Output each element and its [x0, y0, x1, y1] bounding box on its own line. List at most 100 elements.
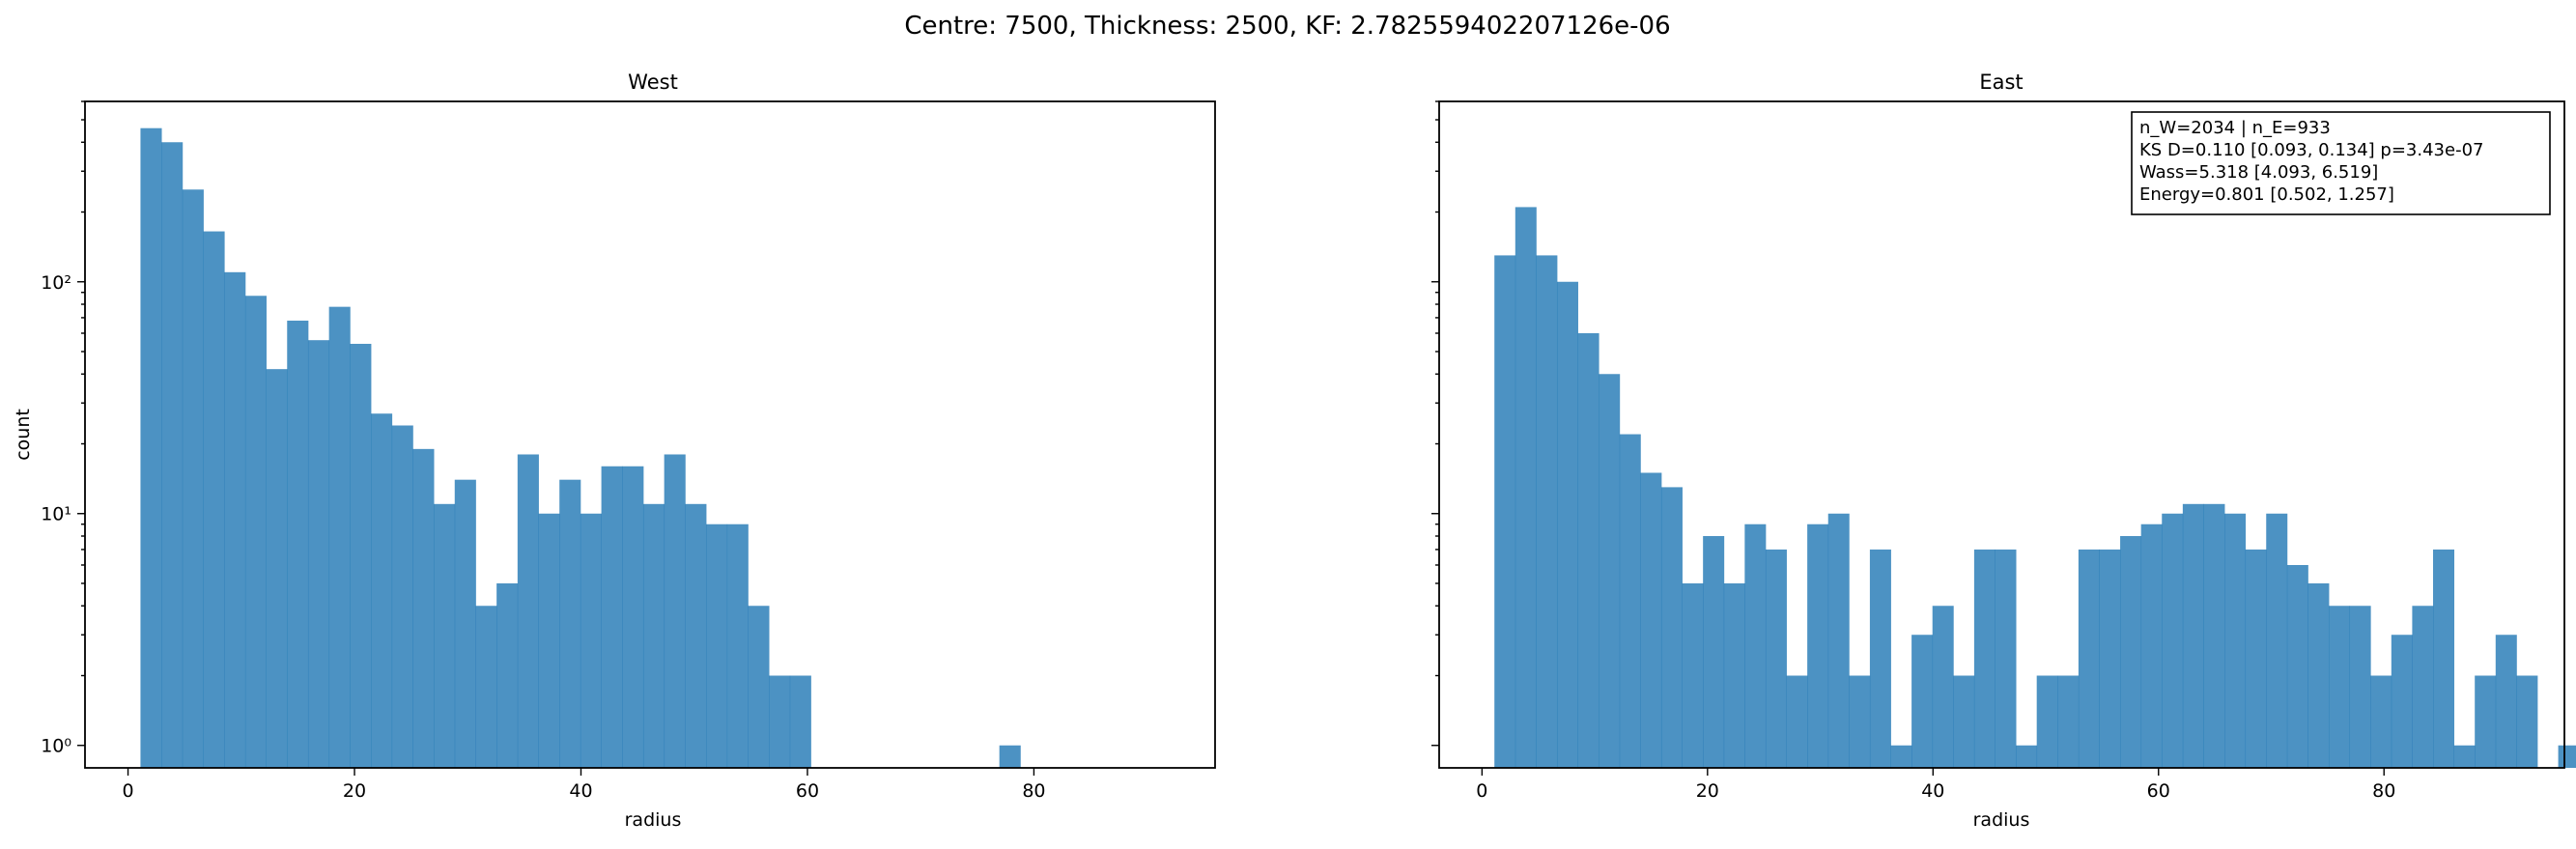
east-bar — [1514, 207, 1537, 769]
west-bar — [496, 582, 519, 768]
east-bar — [2182, 503, 2204, 768]
east-bar — [1973, 549, 1996, 768]
east-x-tick-label: 60 — [2147, 780, 2170, 802]
west-bar — [454, 479, 476, 768]
east-histogram-panel: East 0 20 40 60 80 radius n_W=2034 | n_E=933… — [1431, 71, 2576, 831]
east-bar — [1723, 582, 1745, 768]
east-bar — [2495, 635, 2517, 768]
west-bar — [371, 413, 393, 768]
east-bar — [1640, 472, 1662, 768]
east-bar — [1953, 675, 1975, 768]
west-y-tick-label: 10⁰ — [41, 736, 71, 757]
west-bar — [287, 320, 309, 768]
west-bar — [182, 189, 204, 768]
east-x-axis-label: radius — [1973, 809, 2030, 831]
east-bar — [2286, 564, 2308, 768]
stats-line-ks: KS D=0.110 [0.093, 0.134] p=3.43e-07 — [2139, 140, 2483, 160]
west-bar — [664, 454, 686, 768]
west-bar — [726, 524, 749, 768]
east-bar — [2266, 513, 2288, 768]
east-bar — [1827, 513, 1850, 768]
east-x-tick-label: 40 — [1921, 780, 1944, 802]
east-bar — [1536, 255, 1558, 768]
east-bar — [2016, 745, 2038, 768]
east-bar — [2078, 549, 2100, 768]
west-x-tick-label: 40 — [569, 780, 592, 802]
east-bars — [1494, 207, 2576, 769]
west-bar — [622, 466, 644, 768]
west-y-axis-label: count — [13, 409, 34, 461]
east-bar — [2224, 513, 2247, 768]
west-x-axis-label: radius — [625, 809, 682, 831]
east-bar — [1682, 582, 1704, 768]
east-bar — [2036, 675, 2058, 768]
west-bar — [769, 675, 791, 768]
stats-line-wasserstein: Wass=5.318 [4.093, 6.519] — [2139, 162, 2378, 183]
east-bar — [2391, 635, 2413, 768]
west-bar — [224, 271, 246, 768]
west-bar — [580, 513, 602, 768]
east-bar — [2203, 503, 2225, 768]
east-bar — [1577, 332, 1599, 768]
west-y-axis: 10⁰ 10¹ 10² — [41, 100, 85, 757]
stats-annotation-box: n_W=2034 | n_E=933 KS D=0.110 [0.093, 0.… — [2131, 111, 2551, 215]
east-panel-title: East — [1979, 71, 2023, 94]
west-plot-frame — [84, 100, 1216, 769]
west-bar — [706, 524, 728, 768]
east-bar — [1911, 635, 1934, 768]
west-x-tick-label: 20 — [343, 780, 366, 802]
east-bar — [2120, 536, 2142, 768]
east-bar — [2329, 606, 2351, 768]
east-bar — [2475, 675, 2497, 768]
west-bar — [244, 296, 267, 768]
west-bar — [538, 513, 560, 768]
east-bar — [2433, 549, 2455, 768]
east-bar — [2162, 513, 2184, 768]
east-bar — [2453, 745, 2476, 768]
west-bar — [517, 454, 539, 768]
east-x-axis: 0 20 40 60 80 — [1476, 768, 2395, 802]
east-x-tick-label: 0 — [1476, 780, 1487, 802]
east-bar — [2099, 549, 2121, 768]
west-bar — [307, 340, 330, 768]
stats-line-energy: Energy=0.801 [0.502, 1.257] — [2139, 184, 2394, 205]
east-x-tick-label: 20 — [1696, 780, 1719, 802]
west-panel-title: West — [628, 71, 678, 94]
west-x-tick-label: 80 — [1022, 780, 1045, 802]
west-bar — [685, 503, 707, 768]
east-bar — [2245, 549, 2267, 768]
east-bar — [2558, 745, 2576, 768]
west-bar — [748, 606, 770, 768]
west-bar — [475, 606, 497, 768]
east-bar — [1619, 434, 1641, 768]
east-bar — [1660, 487, 1683, 768]
west-bar — [999, 745, 1021, 768]
east-bar — [2370, 675, 2392, 768]
east-bar — [1494, 255, 1516, 768]
east-bar — [1703, 536, 1725, 768]
east-bar — [1786, 675, 1808, 768]
west-bar — [266, 369, 288, 768]
east-bar — [2349, 606, 2371, 768]
west-bar — [434, 503, 456, 768]
west-bar — [789, 675, 811, 768]
east-bar — [1556, 281, 1578, 768]
west-histogram-panel: West 0 20 40 60 80 10⁰ 10¹ 10² radius count — [13, 71, 1216, 831]
east-bar — [1869, 549, 1891, 768]
west-bar — [642, 503, 665, 768]
east-bar — [1890, 745, 1912, 768]
west-bar — [350, 343, 372, 768]
east-bar — [2307, 582, 2330, 768]
east-bar — [2412, 606, 2434, 768]
east-bar — [1932, 606, 1954, 768]
west-x-axis: 0 20 40 60 80 — [123, 768, 1046, 802]
east-bar — [1599, 374, 1621, 768]
west-x-tick-label: 0 — [123, 780, 134, 802]
west-y-tick-label: 10¹ — [41, 504, 71, 525]
west-bar — [328, 306, 351, 768]
west-bar — [203, 231, 225, 768]
east-bar — [2057, 675, 2080, 768]
west-bars — [140, 127, 1021, 768]
east-bar — [2516, 675, 2538, 768]
